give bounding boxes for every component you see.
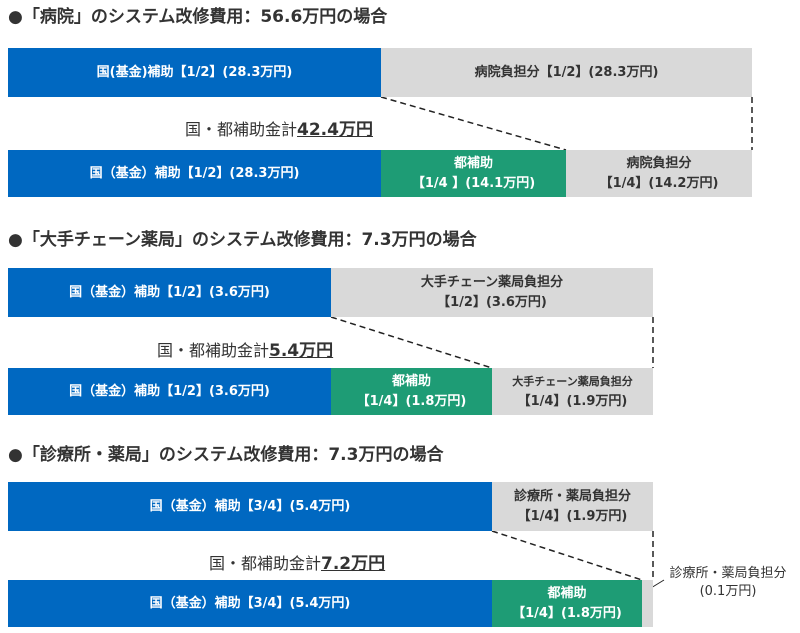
national-subsidy-bar: 国（基金）補助【1/2】(28.3万円) (8, 150, 381, 197)
section-heading: ●「病院」のシステム改修費用：56.6万円の場合 (8, 7, 388, 27)
total-amount: 42.4万円 (297, 120, 373, 140)
total-amount: 7.2万円 (321, 554, 386, 574)
metro-subsidy-bar: 都補助 【1/4】(1.8万円) (331, 368, 492, 415)
callout-title: 診療所・薬局負担分 (669, 566, 787, 581)
metro-subsidy-bar: 都補助 【1/4】(1.8万円) (492, 580, 642, 627)
bar-title: 大手チェーン薬局負担分 (512, 374, 633, 388)
connector-line (491, 530, 643, 581)
self-pay-bar: 病院負担分 【1/4】(14.2万円) (566, 150, 752, 197)
bar-label: 国(基金)補助【1/2】(28.3万円) (96, 64, 293, 80)
bar-detail: 【1/4 】(14.1万円) (411, 175, 536, 191)
total-prefix: 国・都補助金計 (185, 120, 298, 139)
connector-line (380, 96, 567, 151)
connector-line (330, 316, 493, 369)
bar-detail: 【1/4】(1.8万円) (356, 393, 467, 409)
bar-title: 大手チェーン薬局負担分 (420, 274, 564, 290)
bar-label: 国（基金）補助【3/4】(5.4万円) (149, 595, 351, 611)
bar-detail: 【1/4】(14.2万円) (599, 175, 719, 191)
self-pay-bar: 大手チェーン薬局負担分 【1/2】(3.6万円) (331, 268, 653, 317)
self-pay-bar: 大手チェーン薬局負担分 【1/4】(1.9万円) (492, 368, 653, 415)
national-subsidy-bar: 国(基金)補助【1/2】(28.3万円) (8, 48, 381, 97)
self-pay-bar: 診療所・薬局負担分 【1/4】(1.9万円) (492, 482, 653, 531)
callout-detail: (0.1万円) (699, 584, 757, 599)
national-subsidy-bar: 国（基金）補助【1/2】(3.6万円) (8, 368, 331, 415)
self-pay-bar: 病院負担分【1/2】(28.3万円) (381, 48, 752, 97)
section-heading: ●「診療所・薬局」のシステム改修費用：7.3万円の場合 (8, 445, 444, 465)
bar-label: 国（基金）補助【3/4】(5.4万円) (149, 498, 351, 514)
bar-title: 都補助 (453, 155, 493, 171)
bar-label: 病院負担分【1/2】(28.3万円) (474, 64, 659, 80)
total-prefix: 国・都補助金計 (209, 554, 322, 573)
bar-title: 都補助 (391, 373, 431, 389)
national-subsidy-bar: 国（基金）補助【3/4】(5.4万円) (8, 482, 492, 531)
bar-label: 国（基金）補助【1/2】(28.3万円) (89, 165, 300, 181)
subsidy-total: 国・都補助金計42.4万円 (185, 119, 373, 141)
bar-detail: 【1/4】(1.8万円) (512, 605, 622, 621)
bar-detail: 【1/4】(1.9万円) (517, 508, 628, 524)
subsidy-total: 国・都補助金計7.2万円 (209, 553, 385, 575)
total-prefix: 国・都補助金計 (157, 341, 270, 360)
subsidy-total: 国・都補助金計5.4万円 (157, 340, 333, 362)
bar-title: 病院負担分 (626, 155, 692, 171)
self-pay-sliver (642, 580, 653, 627)
bar-label: 国（基金）補助【1/2】(3.6万円) (69, 383, 270, 399)
bar-label: 国（基金）補助【1/2】(3.6万円) (69, 284, 270, 300)
metro-subsidy-bar: 都補助 【1/4 】(14.1万円) (381, 150, 566, 197)
national-subsidy-bar: 国（基金）補助【3/4】(5.4万円) (8, 580, 492, 627)
national-subsidy-bar: 国（基金）補助【1/2】(3.6万円) (8, 268, 331, 317)
bar-title: 都補助 (547, 585, 587, 601)
bar-title: 診療所・薬局負担分 (513, 488, 631, 504)
section-heading: ●「大手チェーン薬局」のシステム改修費用：7.3万円の場合 (8, 230, 477, 250)
self-pay-callout: 診療所・薬局負担分 (0.1万円) (664, 565, 792, 601)
bar-detail: 【1/2】(3.6万円) (437, 294, 547, 310)
total-amount: 5.4万円 (269, 341, 334, 361)
bar-detail: 【1/4】(1.9万円) (517, 393, 628, 409)
